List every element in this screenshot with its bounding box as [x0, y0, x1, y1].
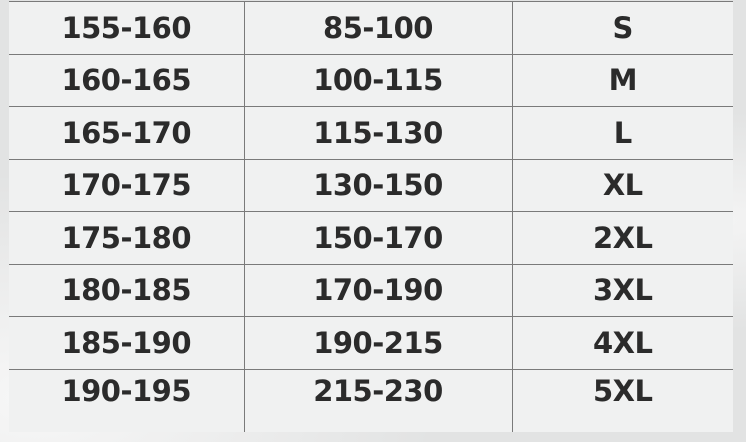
size-chart-table: 155-160 85-100 S 160-165 100-115 M 165-170 115-… — [9, 1, 733, 432]
weight-cell: 170-190 — [243, 263, 512, 317]
table-row: 165-170 115-130 L — [9, 106, 733, 159]
size-cell: S — [511, 1, 733, 54]
height-cell: 175-180 — [9, 211, 244, 264]
table-row: 170-175 130-150 XL — [9, 158, 733, 212]
size-cell: 5XL — [511, 368, 733, 432]
size-cell: 2XL — [511, 211, 733, 264]
table-row: 180-185 170-190 3XL — [9, 263, 733, 317]
weight-cell: 130-150 — [243, 158, 512, 212]
size-cell: XL — [511, 158, 733, 212]
size-cell: L — [511, 106, 733, 159]
height-cell: 190-195 — [9, 368, 244, 432]
weight-cell: 150-170 — [243, 211, 512, 264]
weight-cell: 190-215 — [243, 316, 512, 369]
height-cell: 165-170 — [9, 106, 244, 159]
height-cell: 170-175 — [9, 158, 244, 212]
size-cell: 4XL — [511, 316, 733, 369]
table-row: 175-180 150-170 2XL — [9, 211, 733, 264]
size-cell: M — [511, 53, 733, 107]
weight-cell: 115-130 — [243, 106, 512, 159]
weight-cell: 215-230 — [243, 368, 512, 432]
height-cell: 180-185 — [9, 263, 244, 317]
weight-cell: 85-100 — [243, 1, 512, 54]
height-cell: 185-190 — [9, 316, 244, 369]
table-row: 160-165 100-115 M — [9, 53, 733, 107]
weight-cell: 100-115 — [243, 53, 512, 107]
size-cell: 3XL — [511, 263, 733, 317]
table-row: 155-160 85-100 S — [9, 1, 733, 54]
table-row: 185-190 190-215 4XL — [9, 316, 733, 369]
height-cell: 160-165 — [9, 53, 244, 107]
height-cell: 155-160 — [9, 1, 244, 54]
table-row: 190-195 215-230 5XL — [9, 368, 733, 432]
